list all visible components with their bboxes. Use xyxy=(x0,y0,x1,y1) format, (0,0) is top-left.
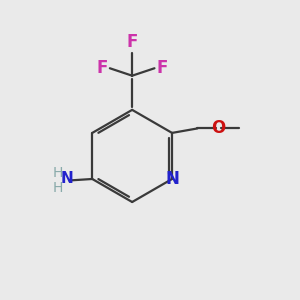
Text: F: F xyxy=(127,33,138,51)
Text: F: F xyxy=(157,59,168,77)
Text: F: F xyxy=(96,59,107,77)
Text: H: H xyxy=(52,166,63,180)
Text: H: H xyxy=(52,181,63,195)
Text: N: N xyxy=(61,172,74,187)
Text: O: O xyxy=(211,119,225,137)
Text: N: N xyxy=(165,170,179,188)
